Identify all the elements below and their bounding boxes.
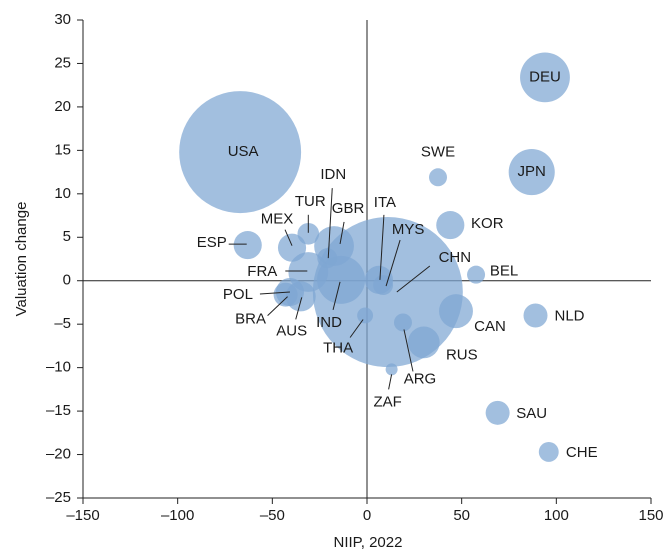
bubble	[485, 400, 510, 425]
bubble	[393, 313, 412, 332]
bubble	[385, 363, 398, 376]
point-label: CAN	[474, 318, 506, 335]
point-label: CHE	[566, 444, 598, 461]
point-label: NLD	[554, 307, 584, 324]
bubble	[277, 233, 307, 262]
leader-line	[267, 296, 288, 316]
point-label: BRA	[235, 311, 266, 328]
leader-line	[339, 221, 345, 245]
point-label: RUS	[446, 346, 478, 363]
x-tick-label: 100	[544, 507, 569, 524]
y-tick-label: –20	[46, 446, 71, 463]
y-tick-label: 5	[63, 228, 71, 245]
leader-line	[295, 297, 303, 320]
leader-line	[388, 374, 393, 390]
bubble	[523, 303, 548, 328]
point-label: ARG	[404, 370, 437, 387]
leader-line	[332, 281, 341, 310]
y-tick-label: –25	[46, 489, 71, 506]
bubble	[407, 326, 440, 359]
x-tick-label: –100	[161, 507, 194, 524]
x-tick-label: 0	[363, 507, 371, 524]
bubble	[538, 441, 559, 462]
point-label: SWE	[421, 143, 455, 160]
leader-line	[349, 319, 364, 338]
point-label: ITA	[374, 194, 396, 211]
point-label: ZAF	[373, 393, 401, 410]
y-tick-label: 15	[54, 141, 71, 158]
point-label: MEX	[261, 211, 294, 228]
x-tick-label: –150	[66, 507, 99, 524]
point-label: IND	[316, 314, 342, 331]
bubble	[373, 275, 394, 296]
y-tick-label: –10	[46, 359, 71, 376]
y-tick-label: 0	[63, 272, 71, 289]
bubble	[297, 222, 320, 245]
point-label: CHN	[439, 249, 472, 266]
y-axis-title: Valuation change	[13, 202, 30, 317]
bubble	[233, 231, 262, 260]
point-label: USA	[228, 143, 259, 160]
point-label: JPN	[518, 163, 546, 180]
leader-line	[385, 239, 401, 287]
point-label: GBR	[332, 200, 365, 217]
leader-line	[403, 329, 414, 372]
y-tick-label: 10	[54, 185, 71, 202]
bubble	[467, 265, 486, 284]
bubble	[520, 52, 570, 103]
y-tick-label: 25	[54, 54, 71, 71]
x-axis-title: NIIP, 2022	[334, 534, 403, 551]
bubble	[357, 307, 374, 324]
leader-line	[379, 214, 385, 280]
point-label: DEU	[529, 68, 561, 85]
y-tick-label: –15	[46, 402, 71, 419]
x-tick-label: –50	[260, 507, 285, 524]
leader-line	[396, 265, 431, 293]
y-tick-label: 30	[54, 11, 71, 28]
bubble	[317, 248, 338, 269]
leader-line	[327, 188, 333, 259]
leader-line	[284, 229, 293, 246]
bubble	[179, 91, 302, 214]
point-label: IDN	[320, 166, 346, 183]
point-label: AUS	[276, 322, 307, 339]
leader-line	[259, 291, 290, 295]
y-tick-label: –5	[54, 315, 71, 332]
bubble	[429, 168, 447, 187]
point-label: TUR	[295, 193, 326, 210]
point-label: ESP	[197, 234, 227, 251]
point-label: THA	[323, 339, 353, 356]
bubble	[436, 211, 465, 240]
bubble	[439, 294, 473, 329]
y-tick-label: 20	[54, 98, 71, 115]
bubble	[508, 149, 555, 196]
point-label: BEL	[490, 263, 518, 280]
point-label: KOR	[471, 215, 504, 232]
x-tick-label: 150	[638, 507, 663, 524]
point-label: POL	[223, 286, 253, 303]
x-tick-label: 50	[453, 507, 470, 524]
bubble	[273, 282, 298, 307]
point-label: MYS	[392, 221, 425, 238]
point-label: FRA	[247, 263, 277, 280]
point-label: SAU	[516, 405, 547, 422]
